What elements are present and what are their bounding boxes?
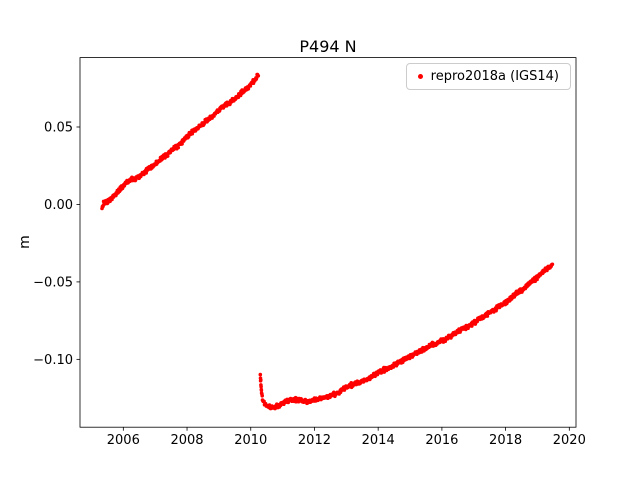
x-tick-label: 2020: [553, 433, 586, 448]
x-tick-label: 2018: [489, 433, 522, 448]
y-tick-label: 0.05: [44, 120, 73, 135]
legend-box: repro2018a (IGS14): [405, 63, 571, 90]
axes-spines: [79, 57, 577, 428]
x-tick-label: 2010: [234, 433, 267, 448]
x-tick-label: 2012: [298, 433, 331, 448]
legend-entry-label: repro2018a (IGS14): [430, 69, 559, 84]
x-tick-label: 2016: [425, 433, 458, 448]
legend-marker-icon: [417, 74, 423, 79]
y-tick-label: −0.05: [33, 275, 73, 290]
y-axis-label: m: [17, 235, 33, 249]
x-tick-label: 2006: [107, 433, 140, 448]
scatter-points: [100, 72, 555, 411]
chart-title: P494 N: [299, 37, 357, 56]
x-tick-label: 2008: [170, 433, 203, 448]
x-tick-label: 2014: [362, 433, 395, 448]
y-tick-label: −0.10: [33, 353, 73, 368]
y-tick-label: 0.00: [44, 198, 73, 213]
